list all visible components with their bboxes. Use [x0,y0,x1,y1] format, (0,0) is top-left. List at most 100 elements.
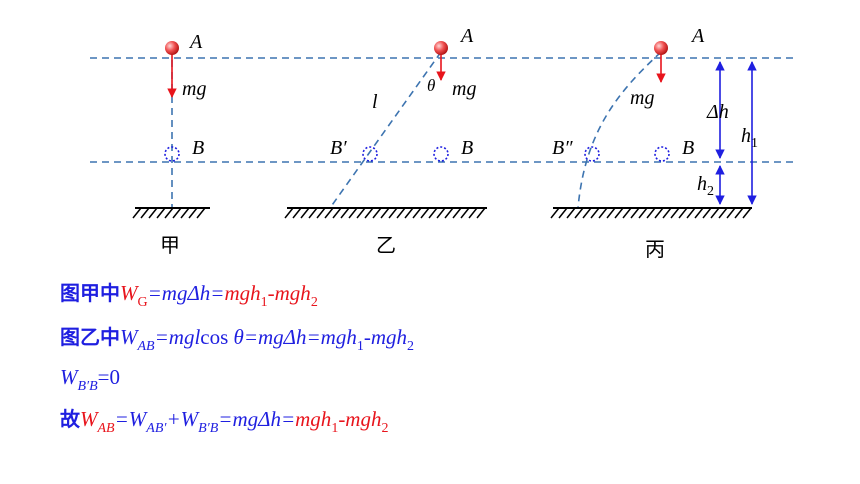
formula-segment: G [138,295,148,310]
formula-segment: mgh [295,407,331,431]
hatch [468,207,478,219]
hatch [172,207,182,219]
hatch [436,207,446,219]
formula-segment: W [60,365,80,389]
hatch [694,207,704,219]
hatch [566,207,576,219]
hatch [622,207,632,219]
hatch [332,207,342,219]
hatch [300,207,310,219]
hatch [670,207,680,219]
label-part: 2 [707,184,714,199]
formula-segment: 故 [60,407,81,431]
formula-segment: 1 [261,295,268,310]
formula-segment: W [120,281,140,305]
gravity-arrows [167,52,666,98]
hatch [404,207,414,219]
hatch [718,207,728,219]
formula-segment: 1 [331,421,338,436]
hatch [550,207,560,219]
hatch [598,207,608,219]
formula: 故WAB=WAB′+WB′B=mgΔh=mgh1-mgh2 [60,407,388,436]
hatch [372,207,382,219]
formula-segment: AB [137,339,156,354]
ball [654,41,668,55]
label: A [188,31,203,53]
caption: 丙 [645,237,665,261]
hatch [452,207,462,219]
ball [165,41,179,55]
label: h2 [697,173,714,199]
formula-segment: 2 [311,295,318,310]
formula-segment: =0 [98,365,120,389]
formula-segment: =mgl [155,325,201,349]
hatch [132,207,142,219]
hatch [308,207,318,219]
formula-segment: mgh [224,281,260,305]
hatch [316,207,326,219]
formula-segment: B′B [198,421,219,436]
hatch [364,207,374,219]
path-curve [577,51,662,209]
hatch [196,207,206,219]
hatch [284,207,294,219]
ball [434,41,448,55]
label: A [459,25,474,47]
position [584,146,600,162]
hatch [292,207,302,219]
hatch [420,207,430,219]
hatch [428,207,438,219]
hatch [412,207,422,219]
position [433,146,449,162]
formula-segment: -mgh [364,325,407,349]
formula-segment: AB [97,421,116,436]
hatch [630,207,640,219]
hatch [686,207,696,219]
hatch [558,207,568,219]
formula-segment: =mgΔh= [218,407,295,431]
label: h1 [741,125,758,151]
hatch [396,207,406,219]
formula-segment: W [80,407,100,431]
label: Δh [706,101,729,123]
formula-segment: 2 [407,339,414,354]
formula-segment: W [120,325,140,349]
hatch [646,207,656,219]
label: mg [630,87,654,109]
hatch [734,207,744,219]
hatch [340,207,350,219]
formula-segment: cos [200,325,233,349]
caption: 甲 [160,233,180,257]
hatch [380,207,390,219]
label-part: h [697,173,707,195]
hatch [348,207,358,219]
balls [165,41,668,55]
positions [164,146,670,162]
hatch [614,207,624,219]
hatch [654,207,664,219]
formula-segment: =W [115,407,149,431]
formula-segment: +W [166,407,200,431]
formula: 图乙中WAB=mglcos θ=mgΔh=mgh1-mgh2 [60,325,414,354]
label-part: 1 [751,136,758,151]
formula-segment: 图乙中 [60,325,120,349]
label: A [690,25,705,47]
hatch [590,207,600,219]
label: B″ [552,137,573,159]
formula-segment: 图甲中 [60,281,120,305]
position [654,146,670,162]
position [164,146,180,162]
hatch [444,207,454,219]
caption: 乙 [376,233,396,257]
hatch [476,207,486,219]
position [362,146,378,162]
formula: 图甲中WG=mgΔh=mgh1-mgh2 [60,281,318,310]
label: mg [182,78,206,100]
hatch [188,207,198,219]
hatch [662,207,672,219]
hatch [460,207,470,219]
hatch [148,207,158,219]
formula-segment: -mgh [268,281,311,305]
hatch [710,207,720,219]
formula-segment: 1 [357,339,364,354]
